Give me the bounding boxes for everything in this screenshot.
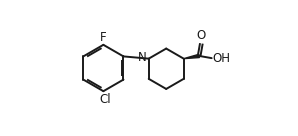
- Text: Cl: Cl: [100, 93, 111, 106]
- Text: F: F: [100, 31, 107, 44]
- Text: N: N: [138, 51, 147, 64]
- Text: OH: OH: [212, 52, 230, 65]
- Polygon shape: [184, 54, 199, 59]
- Text: O: O: [197, 29, 206, 42]
